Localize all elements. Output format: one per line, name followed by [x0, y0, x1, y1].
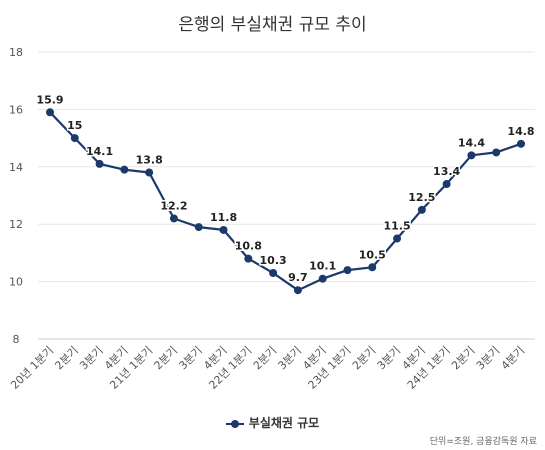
legend[interactable]: 부실채권 규모 [0, 414, 545, 431]
data-label: 9.7 [288, 271, 308, 284]
data-point [145, 168, 154, 177]
data-point [293, 286, 302, 295]
data-point [467, 151, 476, 160]
x-tick-label: 2분기 [350, 344, 378, 372]
data-label: 10.1 [309, 260, 336, 273]
data-label: 13.8 [136, 154, 163, 167]
y-tick-label: 10 [9, 276, 23, 289]
data-label: 14.4 [458, 136, 485, 149]
chart-title: 은행의 부실채권 규모 추이 [178, 15, 367, 35]
data-label: 11.8 [210, 211, 237, 224]
data-label: 12.5 [408, 191, 435, 204]
data-point [393, 234, 402, 243]
data-label: 14.1 [86, 145, 113, 158]
data-label: 10.3 [260, 254, 287, 267]
data-label: 15 [67, 119, 82, 132]
x-tick-label: 2분기 [152, 344, 180, 372]
data-point [194, 223, 203, 232]
data-point [46, 108, 54, 117]
y-tick-label: 8 [13, 333, 20, 346]
data-point [442, 180, 451, 189]
data-point [417, 205, 426, 214]
data-label: 10.8 [235, 240, 262, 253]
data-point [492, 148, 501, 157]
legend-label: 부실채권 규모 [248, 416, 320, 430]
data-point [95, 159, 104, 168]
data-label: 12.2 [160, 199, 187, 212]
x-tick-label: 4분기 [499, 344, 527, 372]
legend-marker-icon [225, 419, 244, 429]
y-tick-label: 16 [9, 103, 23, 116]
x-tick-label: 20년 1분기 [8, 344, 56, 392]
source-note: 단위=조원, 금융감독원 자료 [429, 437, 537, 447]
x-tick-label: 3분기 [77, 344, 105, 372]
x-tick-label: 2분기 [52, 344, 80, 372]
x-tick-label: 3분기 [276, 344, 304, 372]
y-tick-label: 12 [9, 218, 23, 231]
data-label: 15.9 [36, 93, 63, 106]
data-point [517, 139, 525, 148]
data-point [368, 263, 377, 272]
data-point [219, 225, 228, 234]
data-label: 13.4 [433, 165, 460, 178]
data-label: 10.5 [359, 248, 386, 261]
x-tick-label: 2분기 [449, 344, 477, 372]
data-point [343, 266, 352, 275]
x-tick-label: 2분기 [251, 344, 279, 372]
data-label: 14.8 [507, 125, 534, 138]
data-label: 11.5 [383, 220, 410, 233]
x-tick-label: 3분기 [176, 344, 204, 372]
x-tick-label: 3분기 [375, 344, 403, 372]
y-tick-label: 14 [9, 161, 23, 174]
data-point [70, 134, 79, 143]
data-point [120, 165, 129, 174]
data-point [169, 214, 178, 223]
data-point [269, 268, 278, 277]
data-point [244, 254, 253, 263]
x-tick-label: 3분기 [474, 344, 502, 372]
data-point [318, 274, 327, 283]
series-line [49, 111, 522, 292]
y-tick-label: 18 [9, 46, 23, 59]
